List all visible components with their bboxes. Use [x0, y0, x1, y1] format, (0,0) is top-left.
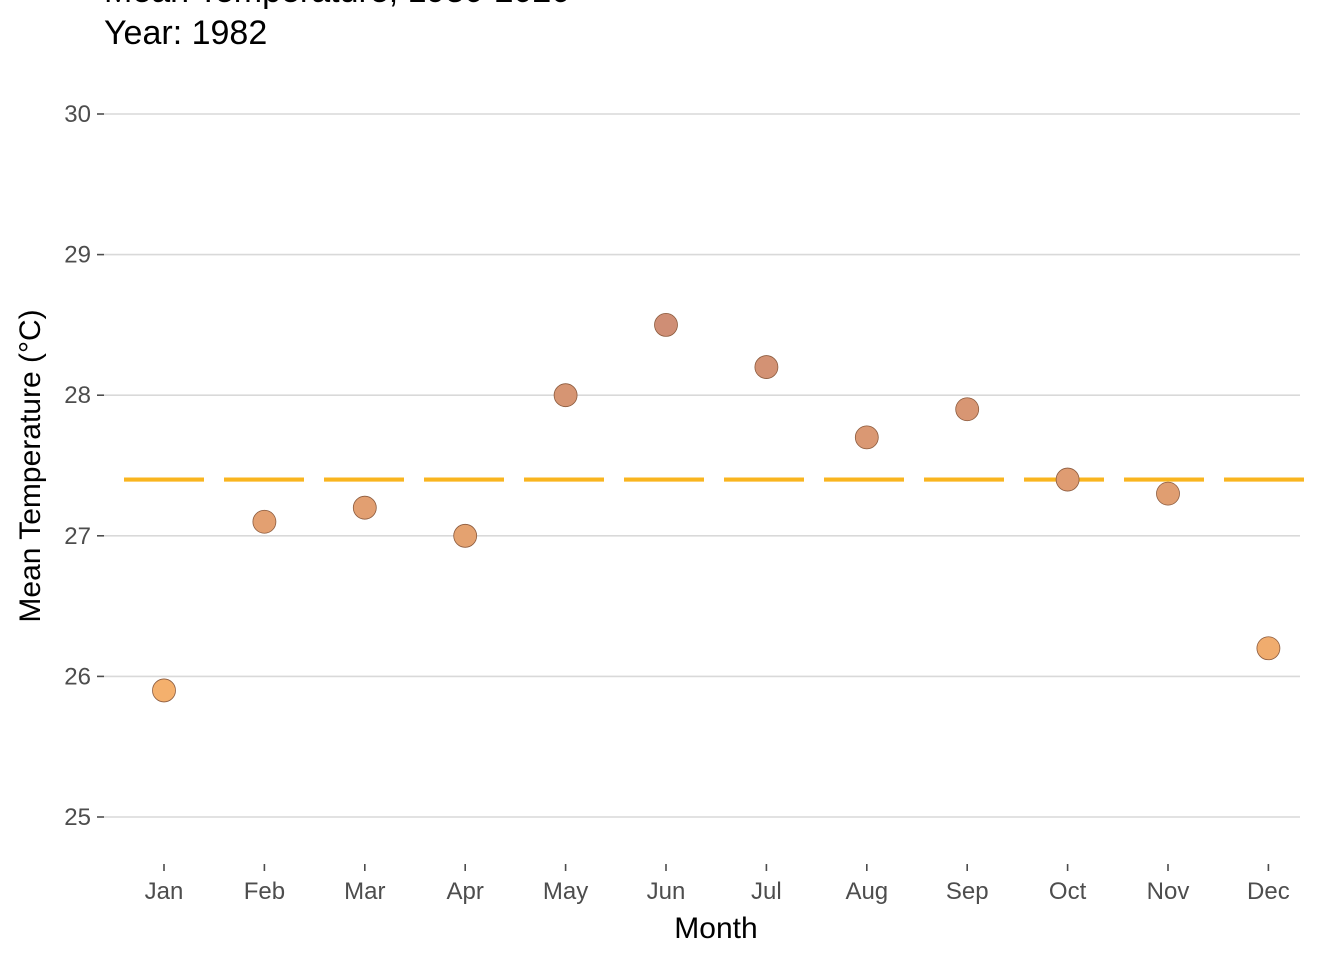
y-tick-label: 29 [64, 242, 91, 269]
y-tick-label: 27 [64, 523, 91, 550]
data-point [1156, 481, 1180, 506]
data-point [654, 312, 678, 337]
x-tick-label: Jun [647, 878, 686, 905]
chart-subtitle: Year: 1982 [104, 14, 267, 52]
data-point [854, 425, 879, 450]
x-axis-ticks: Jan Feb Mar Apr May Jun Jul Aug Sep Oct Nov Dec [145, 864, 1290, 905]
y-tick-label: 25 [64, 804, 91, 831]
data-points [152, 312, 1281, 703]
x-tick-label: Apr [447, 878, 484, 905]
data-point [453, 523, 478, 548]
data-point [955, 397, 980, 422]
data-point [252, 509, 277, 534]
chart-title: Mean Temperature, 1980-2020 [104, 0, 570, 10]
y-tick-label: 28 [64, 382, 91, 409]
y-axis-ticks: 25 26 27 28 29 30 [64, 101, 104, 831]
data-point [553, 383, 578, 408]
x-axis-title: Month [674, 912, 757, 945]
x-tick-label: Feb [244, 878, 285, 905]
x-tick-label: Jul [751, 878, 782, 905]
y-tick-label: 26 [64, 663, 91, 690]
x-tick-label: Aug [845, 878, 888, 905]
data-point [1256, 636, 1281, 661]
data-point [352, 495, 377, 520]
x-tick-label: Oct [1049, 878, 1087, 905]
data-point [754, 355, 779, 379]
x-tick-label: Jan [145, 878, 184, 905]
data-point [1055, 467, 1080, 492]
x-tick-label: May [543, 878, 588, 905]
y-gridlines [104, 113, 1300, 818]
data-point [152, 678, 176, 703]
x-tick-label: Mar [344, 878, 385, 905]
y-axis-title: Mean Temperature (°C) [14, 309, 47, 622]
x-tick-label: Nov [1147, 878, 1190, 905]
y-tick-label: 30 [64, 101, 91, 128]
x-tick-label: Sep [946, 878, 989, 905]
x-tick-label: Dec [1247, 878, 1290, 905]
